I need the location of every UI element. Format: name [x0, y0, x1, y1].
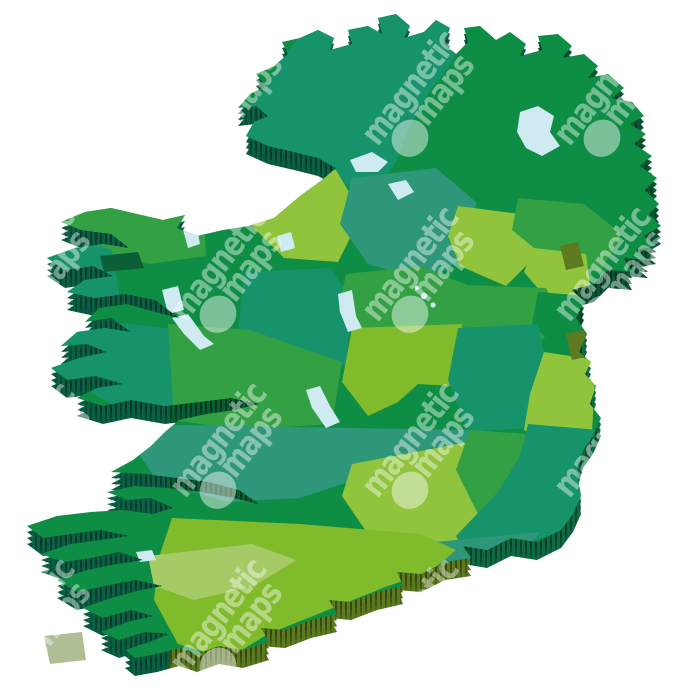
region-offaly-midlands — [342, 324, 462, 416]
lake-cavan-3 — [414, 285, 420, 291]
region-armagh-down — [512, 198, 622, 272]
lake-lough-allen — [277, 232, 295, 252]
lake-lough-mask — [162, 286, 184, 314]
region-tipperary — [342, 442, 490, 560]
lake-cavan-2 — [430, 302, 436, 308]
lake-cavan-1 — [420, 292, 428, 300]
ridge-leitrim — [258, 170, 292, 198]
lake-upper-erne — [388, 180, 414, 200]
lake-lough-derg — [306, 386, 340, 428]
lake-lough-corrib — [172, 314, 214, 350]
region-connemara — [46, 320, 186, 410]
cliff-sage-block — [44, 632, 86, 664]
region-wexford — [456, 424, 598, 554]
lake-lough-ree — [338, 290, 362, 332]
lake-lower-erne — [350, 152, 388, 172]
region-donegal — [236, 14, 466, 188]
region-fermanagh — [340, 168, 476, 282]
region-wicklow — [524, 352, 596, 448]
ridge-carlingford — [560, 242, 584, 270]
ridge-nephin — [100, 252, 144, 272]
region-west-cork — [148, 544, 296, 600]
lake-killarney — [136, 550, 156, 562]
region-kildare-laois — [448, 324, 550, 432]
lake-lough-neagh — [517, 106, 560, 156]
